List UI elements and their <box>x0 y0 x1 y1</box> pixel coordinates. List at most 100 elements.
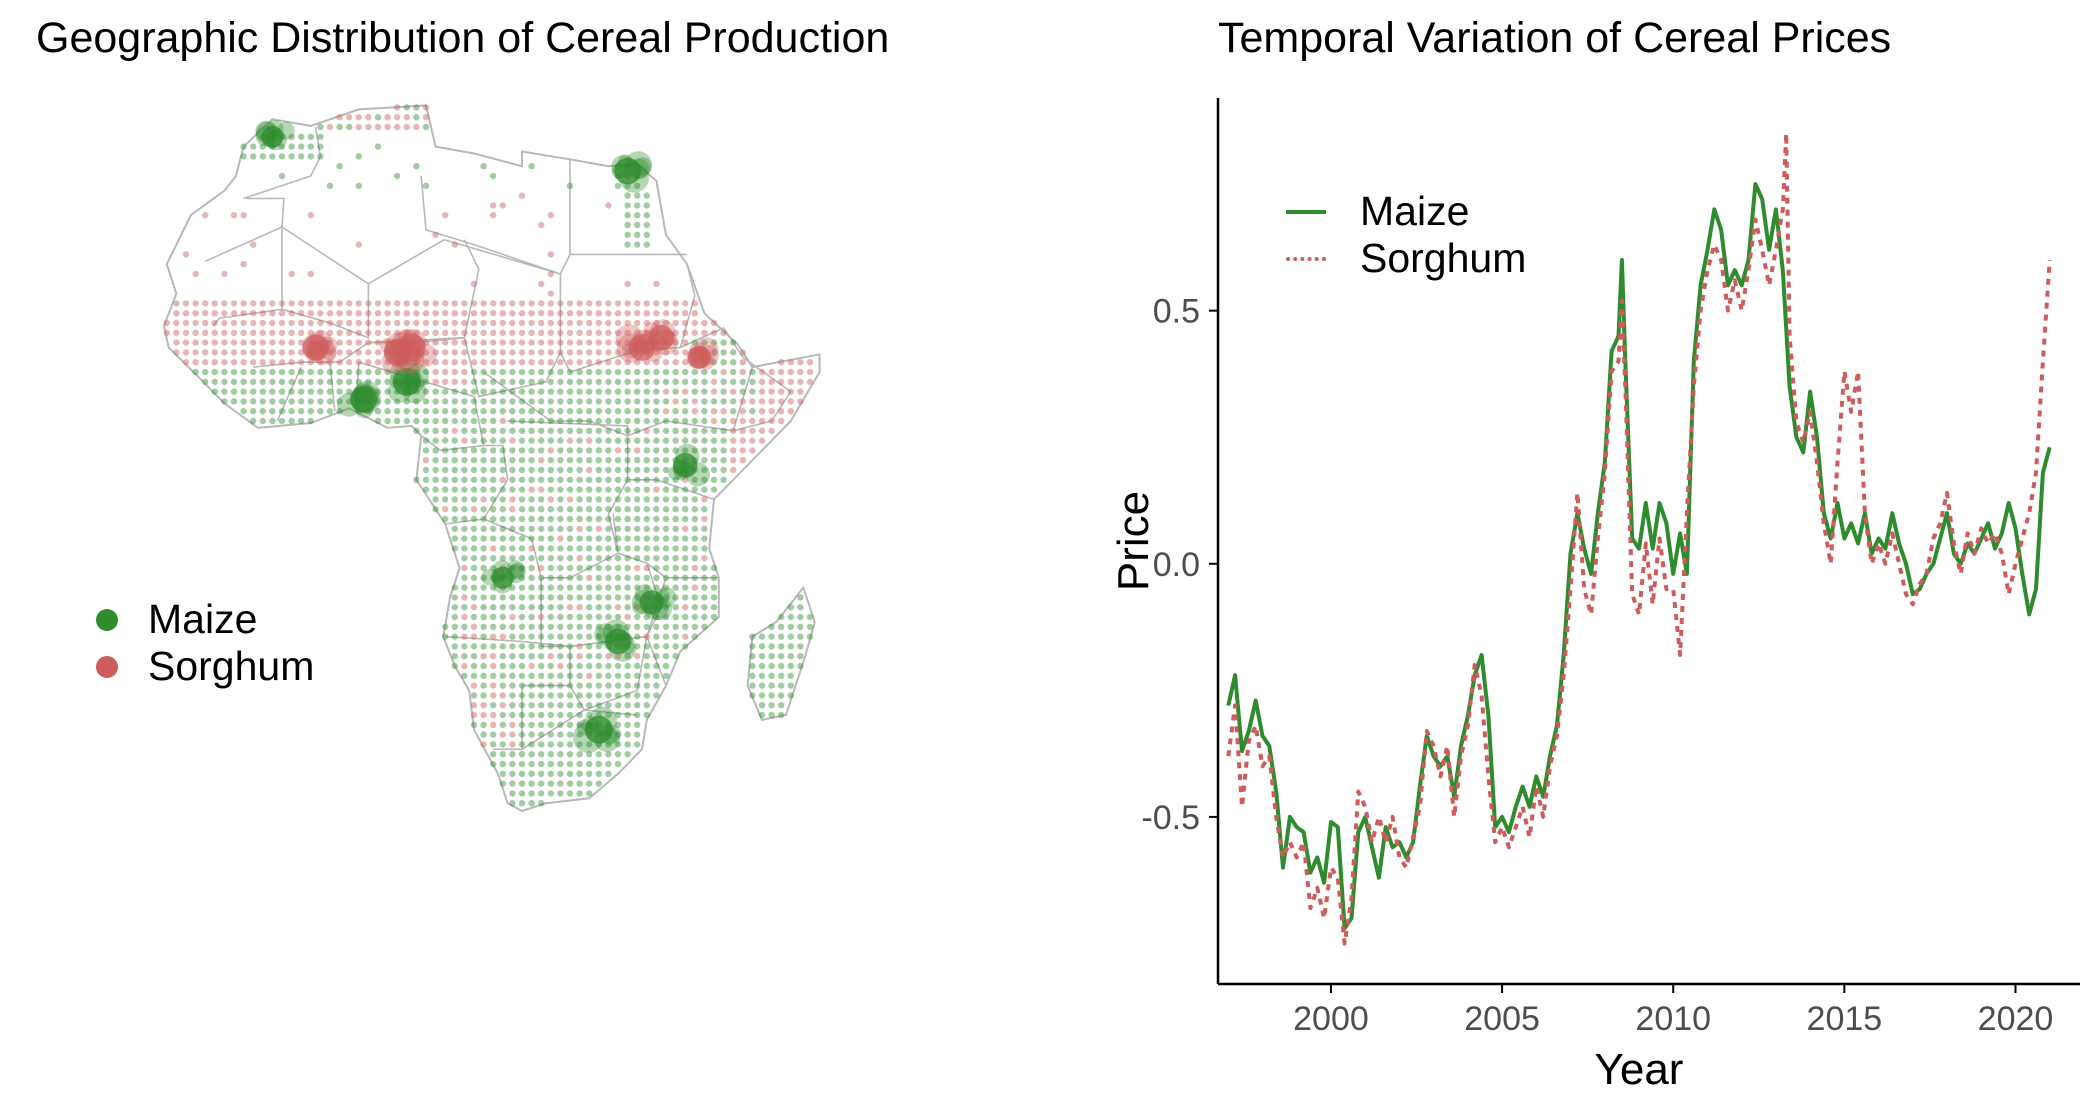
maize-point <box>557 682 564 689</box>
sorghum-point <box>269 300 276 307</box>
maize-point <box>605 408 612 415</box>
maize-point <box>547 760 554 768</box>
maize-point <box>662 633 670 640</box>
maize-point <box>538 378 545 385</box>
sorghum-point <box>653 280 660 287</box>
sorghum-point <box>230 329 238 336</box>
sorghum-point <box>259 319 266 327</box>
maize-point <box>490 564 497 572</box>
maize-point <box>509 555 516 562</box>
maize-point <box>547 731 554 738</box>
sorghum-point <box>499 310 506 317</box>
maize-point <box>566 594 574 601</box>
maize-point <box>586 496 593 503</box>
maize-point <box>576 496 583 503</box>
maize-point <box>624 545 631 552</box>
maize-point <box>691 427 698 434</box>
maize-point <box>490 643 497 650</box>
maize-point <box>442 447 449 454</box>
sorghum-point <box>720 408 727 415</box>
sorghum-point <box>538 300 545 307</box>
maize-point <box>566 388 574 395</box>
sorghum-point <box>778 388 785 395</box>
sorghum-point <box>662 310 670 317</box>
country-border <box>212 227 283 327</box>
sorghum-point <box>749 437 756 444</box>
maize-point <box>576 378 583 385</box>
sorghum-point <box>403 319 410 327</box>
maize-point <box>538 682 545 689</box>
maize-point <box>470 555 478 562</box>
maize-point <box>211 378 218 385</box>
sorghum-point <box>422 457 430 464</box>
sorghum-point <box>442 339 449 346</box>
sorghum-point <box>336 114 343 121</box>
sorghum-point <box>307 300 314 307</box>
maize-point <box>518 437 526 444</box>
maize-point <box>643 221 650 229</box>
maize-point <box>470 398 478 405</box>
maize-point <box>470 653 478 660</box>
maize-point <box>442 633 449 640</box>
maize-point <box>576 457 583 464</box>
solid-line-icon <box>1286 209 1326 214</box>
sorghum-point <box>278 339 286 346</box>
sorghum-point <box>547 251 554 258</box>
sorghum-point <box>518 339 526 346</box>
maize-point <box>566 751 574 758</box>
maize-point <box>595 643 602 650</box>
maize-point <box>672 427 679 434</box>
maize-point <box>240 143 247 150</box>
maize-point <box>691 506 698 513</box>
maize-point <box>547 417 554 425</box>
maize-point <box>538 584 545 591</box>
sorghum-point <box>518 192 526 199</box>
maize-point <box>624 584 631 591</box>
sorghum-point <box>730 427 737 434</box>
maize-point <box>624 221 631 229</box>
maize-point <box>480 643 487 650</box>
sorghum-point <box>720 368 727 376</box>
maize-point <box>586 457 593 464</box>
sorghum-point <box>787 359 794 366</box>
sorghum-point <box>490 349 497 356</box>
maize-point <box>614 702 622 709</box>
maize-point <box>298 153 305 160</box>
sorghum-point <box>643 564 650 572</box>
maize-point <box>643 447 650 454</box>
sorghum-point <box>682 604 689 611</box>
maize-point <box>480 378 487 385</box>
maize-point <box>422 378 430 385</box>
sorghum-point <box>710 408 718 415</box>
maize-point <box>538 535 545 542</box>
maize-point <box>374 417 382 425</box>
maize-point <box>470 643 478 650</box>
maize-point <box>749 662 756 670</box>
maize-point <box>211 368 218 376</box>
sorghum-point <box>758 427 766 434</box>
maize-point <box>643 711 650 719</box>
maize-point <box>451 417 458 425</box>
maize-point <box>595 574 602 581</box>
maize-point <box>528 163 535 170</box>
sorghum-point <box>221 359 228 366</box>
sorghum-point <box>499 417 506 425</box>
sorghum-point <box>653 319 660 327</box>
maize-point <box>518 535 526 542</box>
sorghum-point <box>461 594 468 601</box>
sorghum-point <box>259 329 266 336</box>
sorghum-point <box>470 682 478 689</box>
sorghum-point <box>298 329 305 336</box>
maize-point <box>634 574 641 581</box>
maize-point <box>586 594 593 601</box>
sorghum-point <box>614 339 622 346</box>
maize-point <box>461 545 468 552</box>
maize-point <box>730 398 737 405</box>
maize-point <box>221 398 228 405</box>
maize-point <box>643 388 650 395</box>
maize-point <box>538 643 545 650</box>
maize-point <box>768 662 775 670</box>
maize-point <box>480 633 487 640</box>
maize-point <box>710 359 718 366</box>
maize-point <box>634 221 641 229</box>
